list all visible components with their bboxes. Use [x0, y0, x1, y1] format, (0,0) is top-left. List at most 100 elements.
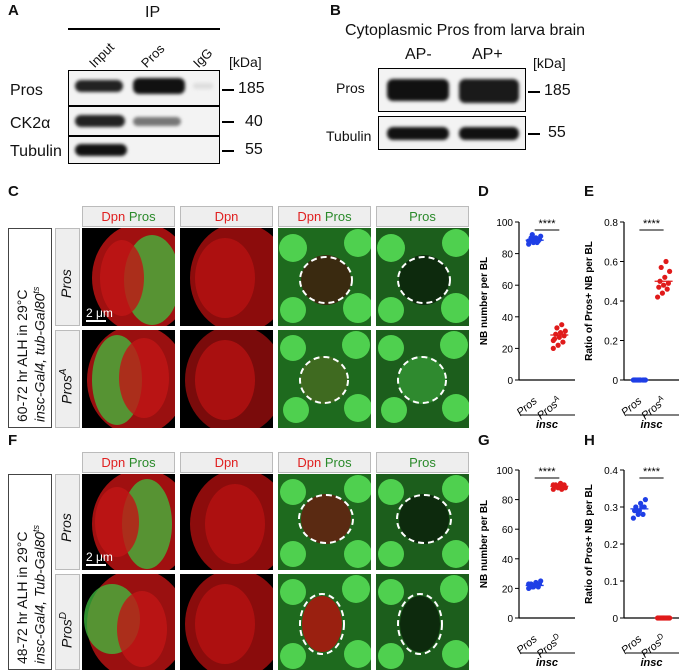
significance-label: ****	[643, 218, 661, 230]
y-tick-label: 0	[612, 614, 618, 625]
data-point	[526, 238, 532, 244]
data-point	[534, 239, 540, 246]
data-point	[550, 345, 556, 351]
row-label-box-f-1	[55, 474, 80, 570]
y-tick-label: 100	[496, 466, 513, 477]
data-point	[555, 342, 561, 348]
micrograph-c-r1-zoom-pros	[376, 228, 469, 326]
data-point	[640, 511, 646, 517]
scale-bar-label-c: 2 μm	[86, 306, 113, 320]
data-point	[630, 515, 636, 521]
category-label: ProsA	[638, 393, 669, 422]
y-tick-label: 40	[502, 313, 514, 324]
blot-tubulin-b	[378, 116, 526, 150]
row-label-c-pros: Pros	[58, 269, 74, 298]
blot-label-pros-a: Pros	[10, 82, 43, 99]
group-label: insc	[640, 419, 662, 431]
micrograph-f-r1-zoom-pros	[376, 474, 469, 570]
scale-bar-label-f: 2 μm	[86, 550, 113, 564]
micrograph-c-r1-zoom-merge	[278, 228, 371, 326]
col-header-c-1: Dpn Pros	[82, 206, 175, 227]
scale-bar-c	[86, 320, 106, 322]
significance-label: ****	[643, 466, 661, 478]
micrograph-c-r1-dpn	[180, 228, 273, 326]
data-point	[667, 268, 673, 274]
panel-letter-g: G	[478, 432, 490, 449]
panel-letter-d: D	[478, 183, 489, 200]
micrograph-f-r1-merge	[82, 474, 175, 570]
data-point	[656, 284, 662, 290]
ip-header: IP	[145, 4, 161, 21]
kda-55-b: 55	[548, 124, 566, 141]
kda-header-b: [kDa]	[533, 55, 566, 71]
blot-pros-b	[378, 68, 526, 112]
side-label-box-f	[8, 474, 52, 670]
y-tick-label: 60	[502, 525, 514, 536]
micrograph-f-r2-dpn	[180, 574, 273, 670]
data-point	[529, 232, 535, 238]
data-point	[538, 233, 544, 239]
y-tick-label: 0.3	[604, 503, 618, 514]
micrograph-c-r1-merge	[82, 228, 175, 326]
data-point	[662, 274, 668, 280]
micrograph-f-r2-merge	[82, 574, 175, 670]
scatter-plot-h: 0 0.1 0.2 0.3 0.4 Ratio of Pros+ NB per BL ***…	[584, 466, 679, 669]
y-tick-label: 0.2	[604, 540, 618, 551]
y-axis-label: NB number per BL	[479, 257, 490, 345]
micrograph-f-r1-zoom-merge	[278, 474, 371, 570]
col-header-c-2: Dpn	[180, 206, 273, 227]
side-label-c-line1: 60-72 hr ALH in 29°C	[14, 289, 30, 422]
lane-label-igg: IgG	[190, 45, 216, 71]
y-tick-label: 0	[612, 376, 618, 387]
side-label-c-line2: insc-Gal4, tub-Gal80ts	[31, 286, 48, 422]
col-header-f-2: Dpn	[180, 452, 273, 473]
col-header-f-3: Dpn Pros	[278, 452, 371, 473]
y-tick-label: 0.6	[604, 258, 618, 269]
y-tick-label: 100	[496, 218, 513, 229]
col-header-f-1: Dpn Pros	[82, 452, 175, 473]
side-label-box-c	[8, 228, 52, 428]
y-tick-label: 0	[507, 614, 513, 625]
col-header-f-4: Pros	[376, 452, 469, 473]
row-label-f-prosD: ProsD	[58, 611, 75, 648]
data-point	[642, 497, 648, 503]
data-point	[553, 331, 559, 337]
blot-label-tubulin-a: Tubulin	[10, 143, 62, 160]
y-tick-label: 0.2	[604, 337, 618, 348]
panel-b-title: Cytoplasmic Pros from larva brain	[345, 22, 586, 39]
data-point	[664, 286, 670, 292]
y-tick-label: 20	[502, 344, 514, 355]
panel-letter-h: H	[584, 432, 595, 449]
lane-label-pros: Pros	[138, 41, 168, 71]
blot-ck2a	[68, 106, 220, 136]
y-axis-label: Ratio of Pros+ NB per BL	[584, 241, 595, 361]
kda-185-a: 185	[238, 80, 265, 97]
y-tick-label: 0.1	[604, 577, 618, 588]
lane-label-ap-plus: AP+	[472, 46, 503, 63]
data-point	[557, 330, 564, 336]
y-tick-label: 80	[502, 250, 514, 261]
scatter-plot-e: 0 0.2 0.4 0.6 0.8 Ratio of Pros+ NB per BL ***…	[584, 218, 679, 431]
y-axis-label: Ratio of Pros+ NB per BL	[584, 484, 595, 604]
y-tick-label: 80	[502, 496, 514, 507]
data-point	[562, 328, 568, 334]
data-point	[663, 258, 669, 265]
group-label: insc	[640, 657, 662, 669]
blot-tubulin-a	[68, 136, 220, 164]
data-point	[661, 282, 667, 288]
lane-label-input: Input	[86, 39, 118, 71]
col-header-c-3: Dpn Pros	[278, 206, 371, 227]
scale-bar-f	[86, 564, 106, 566]
panel-letter-f: F	[8, 432, 18, 449]
blot-pros-a	[68, 70, 220, 106]
lane-label-ap-minus: AP-	[405, 46, 432, 63]
data-point	[559, 322, 565, 328]
y-tick-label: 0.4	[604, 297, 618, 308]
row-label-box-f-2	[55, 574, 80, 670]
kda-185-b: 185	[544, 82, 571, 99]
data-point	[557, 480, 564, 486]
data-point	[665, 280, 671, 286]
category-label: ProsA	[534, 393, 565, 422]
